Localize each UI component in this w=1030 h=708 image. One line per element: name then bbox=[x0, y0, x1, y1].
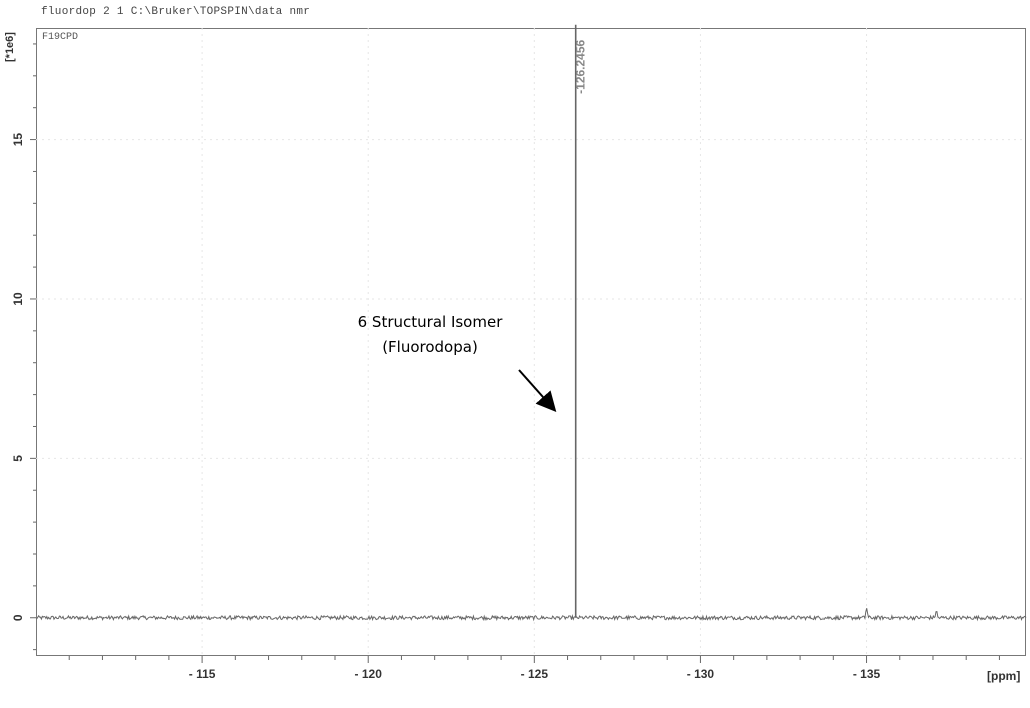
x-tick-label: - 125 bbox=[521, 667, 549, 681]
annotation-arrow-layer bbox=[518, 369, 557, 412]
experiment-label: F19CPD bbox=[42, 32, 79, 43]
x-tick-label: - 130 bbox=[687, 667, 715, 681]
x-axis-label: [ppm] bbox=[987, 669, 1021, 683]
annotation-line-1: 6 Structural Isomer bbox=[357, 313, 503, 331]
y-tick-label: 5 bbox=[11, 455, 25, 462]
y-tick-label: 10 bbox=[11, 292, 25, 306]
spectrum-trace bbox=[35, 24, 1027, 622]
tick-labels: - 115 - 120 - 125 - 130 - 135 0 5 10 15 -126.2456 bbox=[11, 39, 881, 681]
x-tick-label: - 120 bbox=[355, 667, 383, 681]
baseline-trace bbox=[35, 608, 1027, 622]
peak-annotation: 6 Structural Isomer (Fluorodopa) bbox=[300, 310, 560, 360]
grid-lines bbox=[36, 28, 1026, 656]
y-tick-label: 0 bbox=[11, 614, 25, 621]
annotation-arrow bbox=[518, 369, 557, 412]
axis-ticks bbox=[30, 43, 1000, 663]
y-tick-label: 15 bbox=[11, 133, 25, 147]
peak-shift-label: -126.2456 bbox=[574, 39, 588, 93]
annotation-line-2: (Fluorodopa) bbox=[382, 338, 478, 356]
x-tick-label: - 135 bbox=[853, 667, 881, 681]
window-header-title: fluordop 2 1 C:\Bruker\TOPSPIN\data nmr bbox=[41, 6, 311, 18]
x-tick-label: - 115 bbox=[189, 667, 216, 681]
plot-frame bbox=[36, 28, 1026, 656]
